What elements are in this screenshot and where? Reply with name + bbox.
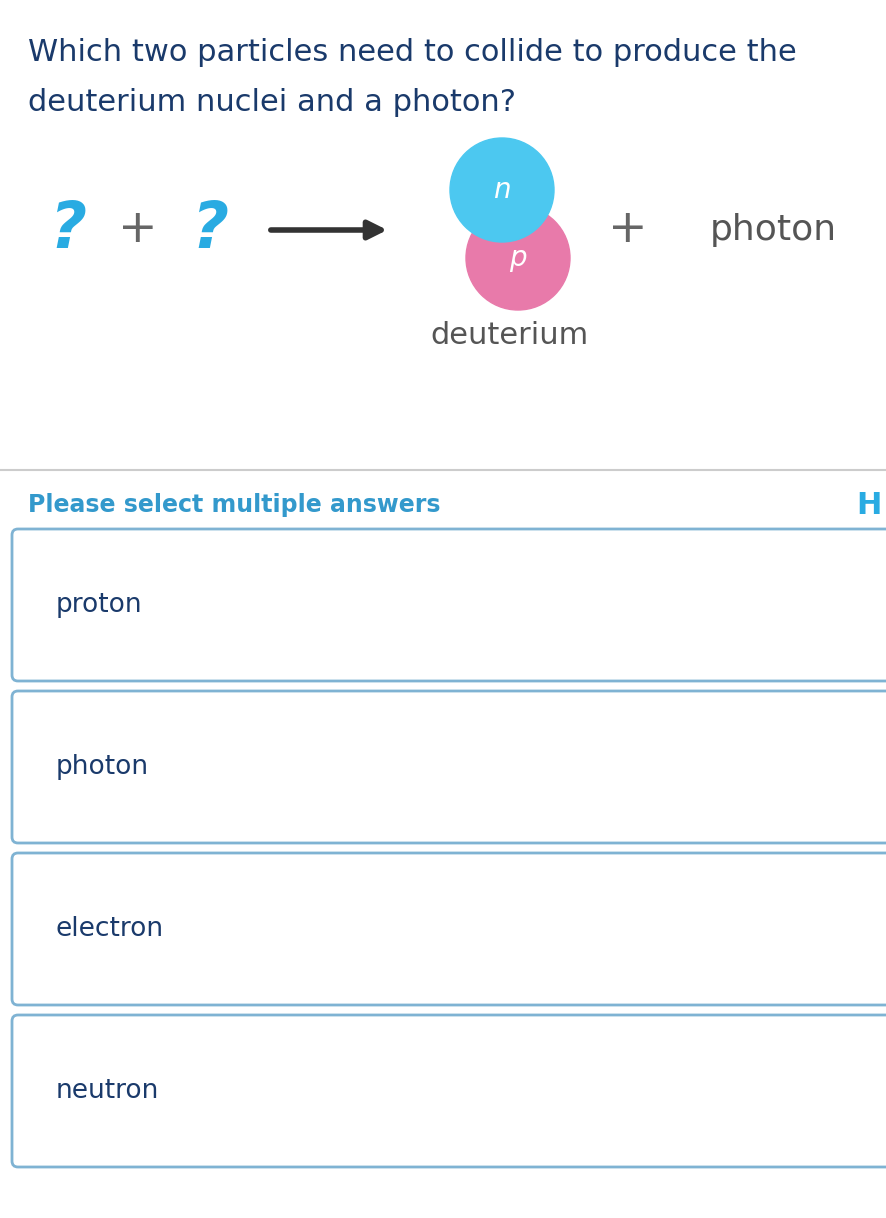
- Text: photon: photon: [56, 754, 149, 780]
- FancyBboxPatch shape: [12, 529, 886, 681]
- FancyBboxPatch shape: [12, 1015, 886, 1167]
- Text: deuterium nuclei and a photon?: deuterium nuclei and a photon?: [28, 88, 516, 117]
- Text: photon: photon: [709, 213, 836, 247]
- Circle shape: [465, 206, 570, 311]
- Text: Which two particles need to collide to produce the: Which two particles need to collide to p…: [28, 38, 796, 67]
- Text: H: H: [856, 491, 881, 520]
- Text: +: +: [118, 207, 158, 252]
- Text: deuterium: deuterium: [431, 320, 588, 350]
- Text: Please select multiple answers: Please select multiple answers: [28, 493, 440, 516]
- Text: ?: ?: [50, 199, 87, 261]
- Text: p: p: [509, 244, 526, 272]
- Text: +: +: [608, 207, 647, 252]
- Text: proton: proton: [56, 592, 143, 618]
- FancyBboxPatch shape: [12, 853, 886, 1005]
- Text: neutron: neutron: [56, 1078, 159, 1104]
- Circle shape: [449, 138, 554, 242]
- Text: electron: electron: [56, 916, 164, 942]
- Text: n: n: [493, 175, 510, 203]
- FancyBboxPatch shape: [12, 691, 886, 843]
- Text: ?: ?: [191, 199, 229, 261]
